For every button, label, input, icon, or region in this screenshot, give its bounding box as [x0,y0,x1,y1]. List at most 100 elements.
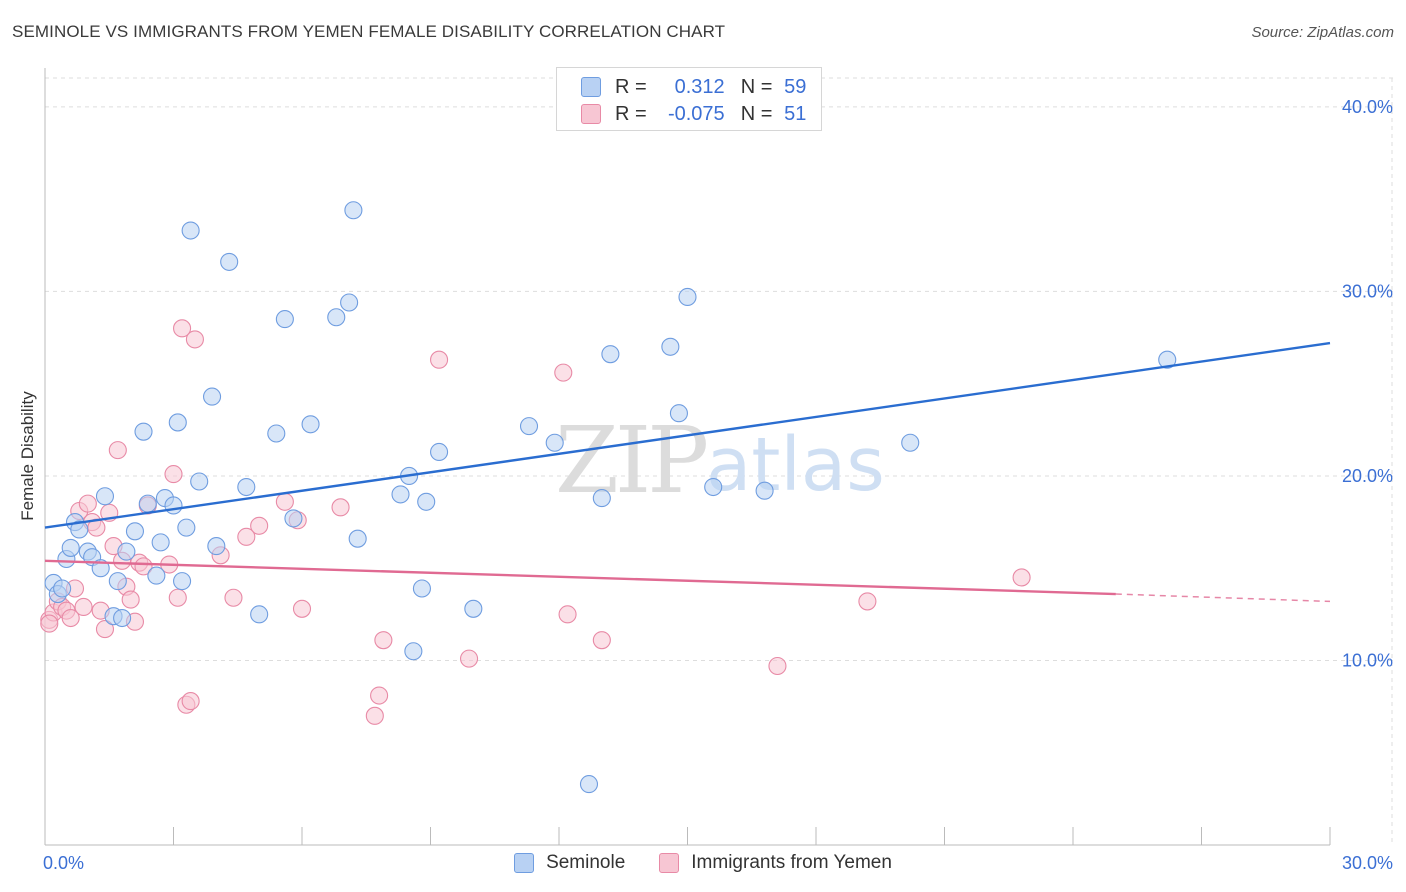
blue-point [661,337,680,356]
pink-point [164,465,183,484]
pink-point [858,592,877,611]
blue-point [417,492,436,511]
blue-point [348,529,367,548]
blue-series-points [44,201,1177,794]
pink-point [74,597,93,617]
blue-point [181,221,200,240]
blue-point [340,293,359,312]
blue-point [464,599,483,618]
pink-point [108,441,127,460]
legend-n-label: N = [740,102,773,125]
blue-point [151,533,170,552]
pink-point [554,363,573,382]
trend-lines [44,341,1331,603]
pink-point [181,692,200,711]
legend-row-seminole: R = 0.312 N = 59 [581,74,806,100]
blue-point [173,572,192,591]
blue-point [61,538,80,557]
pink-trend-extension [1115,593,1331,603]
blue-point [704,477,723,497]
blue-point [327,308,346,327]
legend-r-label: R = [615,102,647,125]
legend-r-value: 0.312 [674,75,725,98]
series-legend-yemen: Immigrants from Yemen [659,852,892,874]
watermark-zip: ZIP [555,407,706,514]
legend-swatch-pink [581,104,601,124]
y-tick-label: 40.0% [1342,97,1393,117]
series-swatch-pink [659,853,680,873]
blue-point [53,579,72,598]
blue-point [125,522,144,541]
blue-point [755,481,774,500]
y-tick-label: 30.0% [1342,281,1393,301]
blue-point [250,605,269,624]
pink-point [40,614,59,633]
pink-point [331,498,350,517]
pink-point [374,631,393,650]
pink-point [459,649,479,668]
series-label-yemen: Immigrants from Yemen [691,852,892,873]
y-tick-label: 20.0% [1342,466,1393,486]
y-tick-label: 10.0% [1342,650,1393,670]
pink-point [224,588,243,607]
series-label-seminole: Seminole [546,852,626,873]
blue-point [601,345,620,364]
blue-trend-line [44,341,1331,529]
correlation-legend: R = 0.312 N = 59 R = -0.075 N = 51 [556,67,822,131]
blue-point [147,566,166,585]
blue-point [203,387,222,406]
blue-point [168,413,187,432]
series-legend: Seminole Immigrants from Yemen [0,852,1406,874]
blue-point [70,520,89,539]
series-legend-seminole: Seminole [514,852,625,874]
blue-point [190,472,209,491]
blue-point [220,252,239,271]
legend-n-label: N = [740,75,773,98]
blue-point [1158,350,1177,369]
legend-r-label: R = [615,75,647,98]
pink-point [78,494,97,513]
pink-point [134,557,153,576]
blue-point [164,496,183,515]
blue-point [117,542,136,561]
blue-point [404,642,423,661]
watermark: ZIP atlas [555,407,885,514]
source-label: Source: ZipAtlas.com [1251,24,1394,41]
pink-point [121,590,140,609]
chart-title: SEMINOLE VS IMMIGRANTS FROM YEMEN FEMALE… [12,22,726,41]
watermark-atlas: atlas [706,422,885,508]
blue-point [901,433,920,452]
blue-point [412,579,431,598]
blue-point [391,485,410,504]
blue-point [430,442,449,462]
pink-point [173,319,192,338]
pink-point [430,350,449,369]
pink-point [237,527,256,546]
legend-n-value: 51 [784,102,807,125]
pink-point [592,631,611,650]
blue-point [545,433,564,452]
blue-point [177,518,196,537]
blue-point [207,537,226,556]
legend-n-value: 59 [784,75,807,98]
blue-point [301,415,320,434]
x-tick-label-start: 0.0% [43,853,84,873]
tick-labels: 10.0% 20.0% 30.0% 40.0% 0.0% 30.0% [43,97,1393,873]
series-swatch-blue [514,853,535,873]
legend-swatch-blue [581,77,601,97]
pink-trend-line [44,559,1116,596]
blue-point [669,404,688,423]
pink-point [292,599,312,618]
blue-point [91,559,110,578]
pink-point [365,706,384,725]
blue-point [134,422,153,441]
pink-point [185,330,204,349]
pink-point [1012,568,1031,587]
blue-point [95,487,115,506]
blue-point [275,310,294,329]
blue-point [519,417,539,436]
x-tick-label-end: 30.0% [1342,853,1393,873]
pink-point [558,605,577,624]
blue-point [113,608,132,628]
